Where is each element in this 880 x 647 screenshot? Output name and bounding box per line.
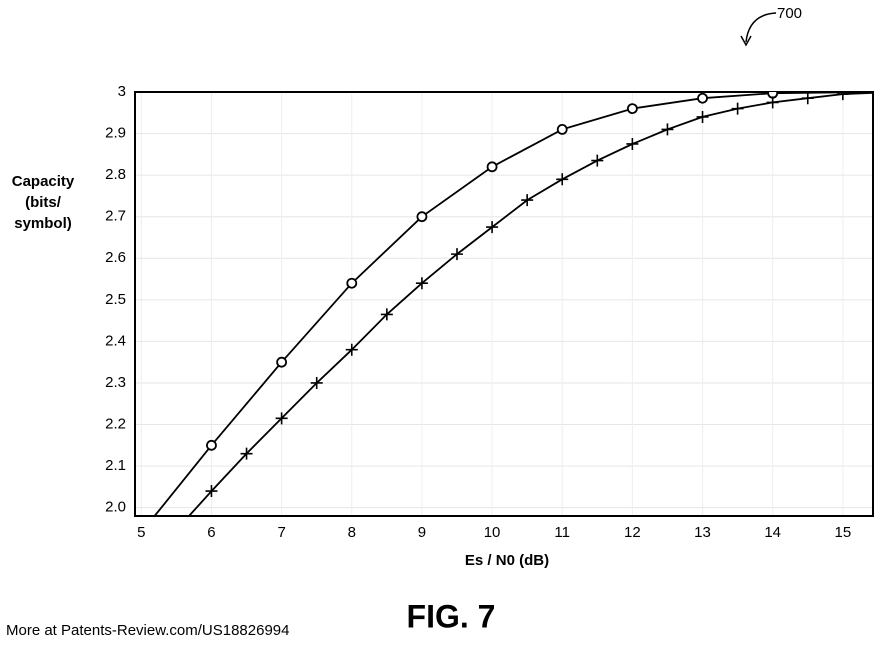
y-tick-label: 2.4 bbox=[105, 332, 126, 349]
y-tick-label: 2.6 bbox=[105, 249, 126, 266]
y-axis-label: symbol) bbox=[14, 215, 72, 232]
marker bbox=[521, 194, 534, 207]
marker bbox=[276, 356, 288, 368]
marker bbox=[626, 103, 638, 115]
x-tick-label: 5 bbox=[137, 524, 145, 541]
marker bbox=[591, 154, 604, 167]
marker bbox=[205, 485, 218, 498]
y-axis-label: (bits/ bbox=[25, 194, 62, 211]
y-tick-label: 2.2 bbox=[105, 416, 126, 433]
series-group bbox=[153, 92, 873, 516]
marker bbox=[240, 447, 253, 460]
y-tick-label: 2.3 bbox=[105, 374, 126, 391]
x-tick-label: 13 bbox=[694, 524, 711, 541]
marker bbox=[310, 376, 323, 389]
marker bbox=[486, 161, 498, 173]
marker bbox=[661, 123, 674, 136]
curve bbox=[153, 92, 873, 516]
x-tick-label: 15 bbox=[834, 524, 851, 541]
annotation: 700 bbox=[777, 5, 802, 22]
x-tick-label: 14 bbox=[764, 524, 781, 541]
marker bbox=[696, 110, 709, 123]
marker bbox=[486, 221, 499, 234]
caption: FIG. 7 bbox=[407, 598, 496, 634]
y-tick-label: 3 bbox=[118, 83, 126, 100]
x-tick-label: 7 bbox=[277, 524, 285, 541]
y-tick-label: 2.5 bbox=[105, 291, 126, 308]
marker bbox=[697, 92, 708, 104]
marker bbox=[345, 343, 358, 356]
marker bbox=[556, 173, 569, 186]
x-tick-label: 10 bbox=[484, 524, 501, 541]
x-tick-label: 11 bbox=[554, 524, 570, 541]
y-tick-label: 2.1 bbox=[105, 457, 126, 474]
x-tick-label: 6 bbox=[207, 524, 215, 541]
marker bbox=[556, 124, 568, 135]
plot-frame bbox=[134, 91, 874, 517]
x-tick-label: 9 bbox=[418, 524, 426, 541]
y-tick-label: 2.0 bbox=[105, 499, 126, 516]
footer: More at Patents-Review.com/US18826994 bbox=[6, 622, 289, 639]
x-tick-label: 8 bbox=[348, 524, 356, 541]
marker bbox=[380, 308, 393, 321]
marker bbox=[206, 439, 217, 451]
marker bbox=[626, 137, 639, 150]
marker bbox=[801, 92, 814, 105]
annotation-arrow bbox=[745, 12, 777, 43]
marker bbox=[275, 412, 288, 425]
marker bbox=[766, 96, 779, 109]
curve bbox=[188, 92, 873, 516]
marker bbox=[731, 102, 744, 115]
y-tick-label: 2.8 bbox=[105, 166, 126, 183]
y-tick-label: 2.7 bbox=[105, 208, 126, 225]
x-axis-label: Es / N0 (dB) bbox=[465, 552, 549, 569]
marker bbox=[415, 277, 428, 290]
marker bbox=[836, 92, 849, 101]
annotation-arrowhead bbox=[740, 35, 752, 47]
y-tick-label: 2.9 bbox=[105, 125, 126, 142]
x-tick-label: 12 bbox=[624, 524, 641, 541]
marker bbox=[346, 277, 358, 289]
marker bbox=[450, 248, 463, 261]
y-axis-label: Capacity bbox=[12, 173, 75, 190]
marker bbox=[416, 211, 428, 223]
